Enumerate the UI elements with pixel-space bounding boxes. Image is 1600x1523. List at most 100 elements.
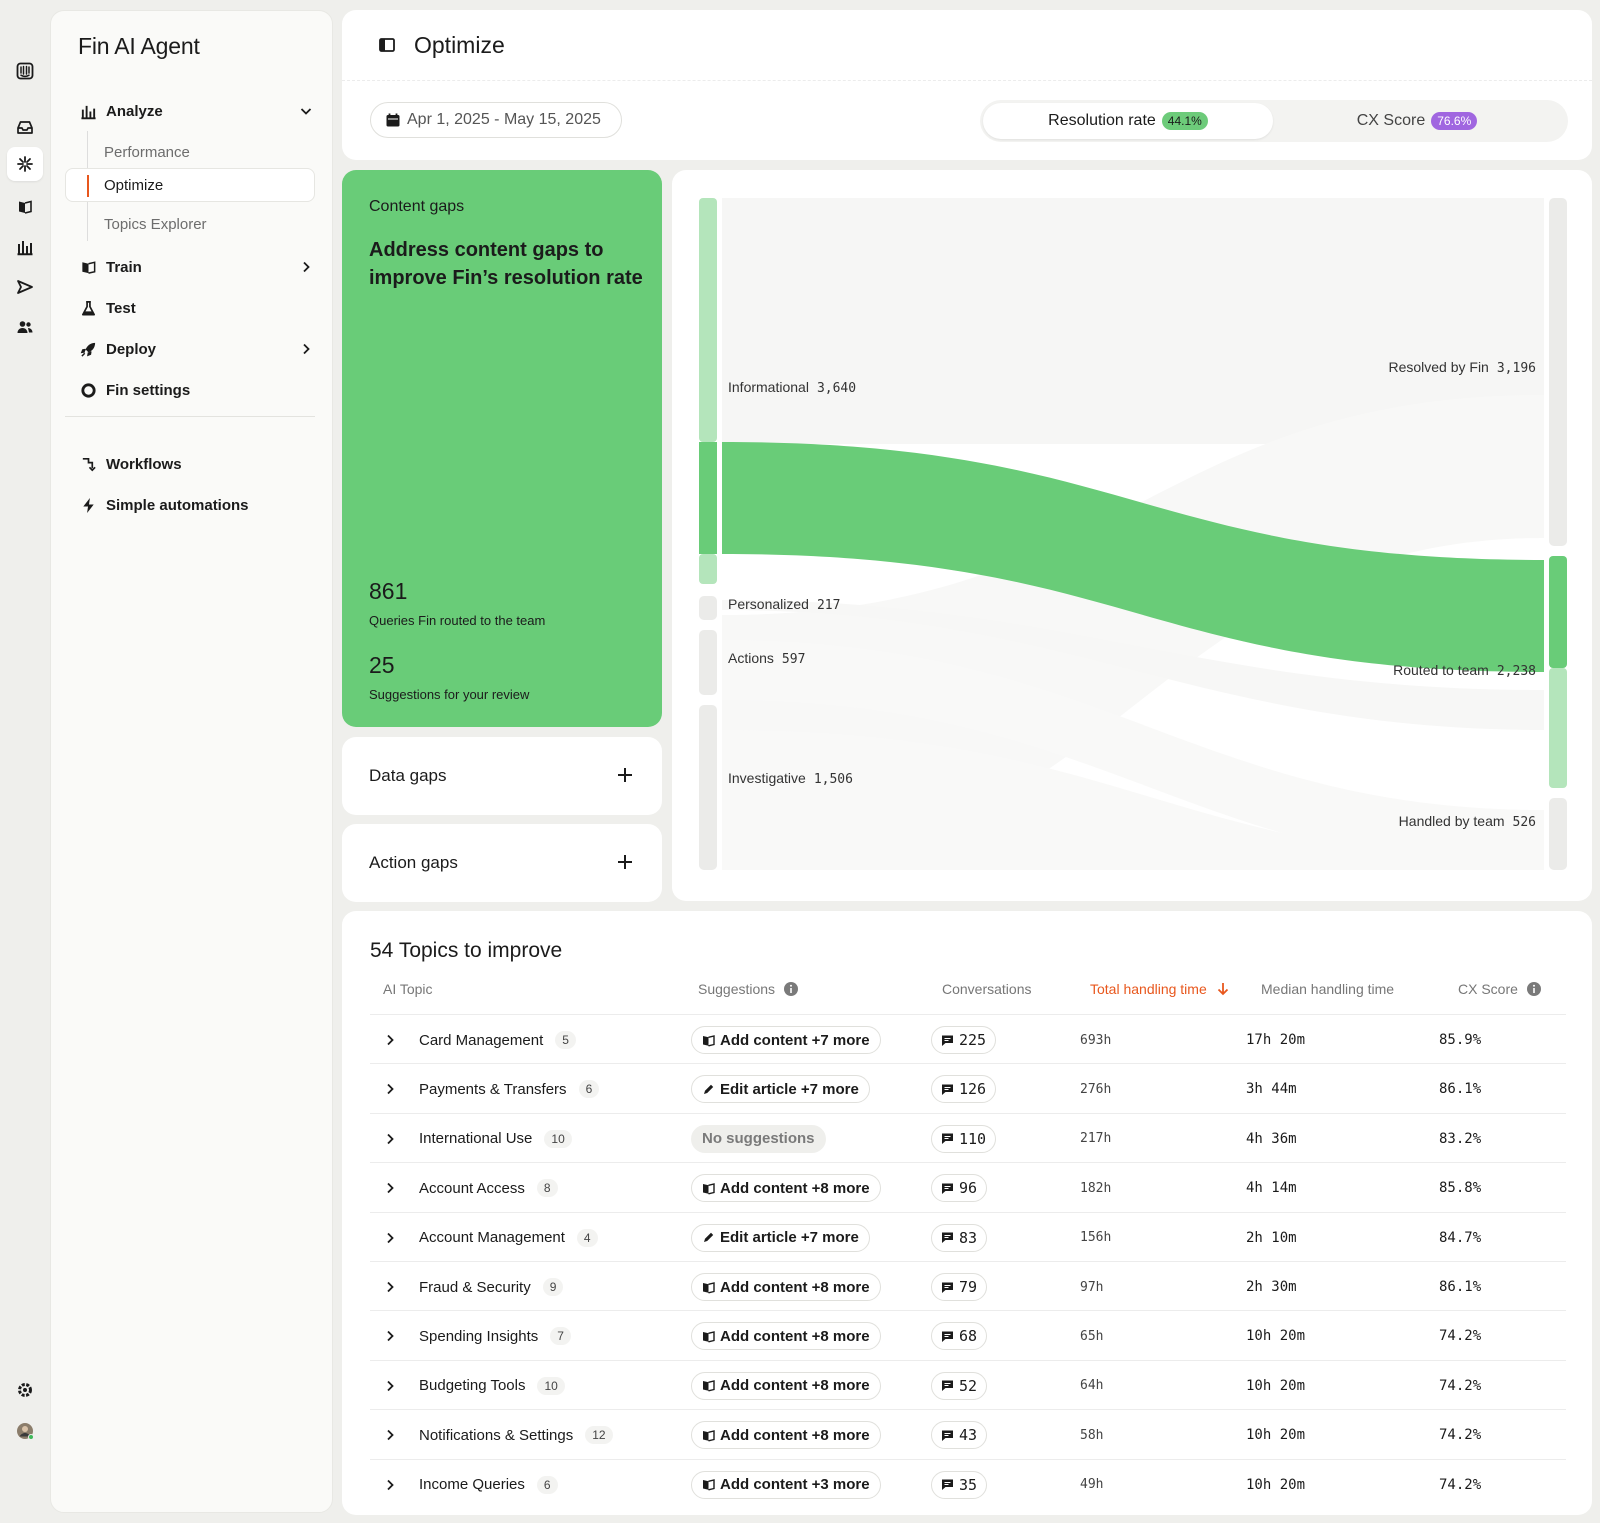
knowledge-book-icon[interactable]: [7, 190, 43, 224]
sankey-label-personalized: Personalized 217: [728, 596, 841, 613]
expand-row-button[interactable]: [382, 1213, 398, 1263]
node-routed-rest: [1549, 668, 1567, 788]
sidebar-item-simple-automations[interactable]: Simple automations: [78, 491, 314, 519]
conversations-button[interactable]: 35: [931, 1470, 988, 1499]
sidebar-item-train[interactable]: Train: [78, 253, 314, 281]
cx-score-tab[interactable]: CX Score 76.6%: [1272, 103, 1562, 139]
expand-row-button[interactable]: [382, 1114, 398, 1164]
sidebar-item-workflows[interactable]: Workflows: [78, 450, 314, 478]
suggestion-button[interactable]: Add content +8 more: [691, 1174, 881, 1203]
cx-score-value: 84.7%: [1439, 1229, 1482, 1246]
chevron-down-icon: [300, 108, 312, 115]
chat-bubble-icon: [942, 1282, 953, 1293]
sidebar-item-label: Test: [106, 299, 136, 317]
conversations-button[interactable]: 43: [931, 1421, 988, 1450]
data-gaps-card[interactable]: Data gaps: [342, 737, 662, 815]
expand-row-button[interactable]: [382, 1460, 398, 1510]
expand-row-button[interactable]: [382, 1064, 398, 1114]
cx-score-label: CX Score: [1356, 112, 1426, 129]
expand-row-button[interactable]: [382, 1262, 398, 1312]
subtopic-count-badge: 8: [536, 1179, 558, 1198]
suggestion-label: Add content +8 more: [720, 1278, 870, 1296]
suggestion-button[interactable]: Edit article +7 more: [691, 1223, 870, 1252]
table-row[interactable]: Account Management 4 Edit article +7 more 8…: [370, 1211, 1566, 1263]
median-handling-time: 4h 14m: [1246, 1180, 1297, 1197]
expand-row-button[interactable]: [382, 1163, 398, 1213]
outbound-send-icon[interactable]: [7, 270, 43, 304]
suggestion-label: Edit article +7 more: [720, 1229, 859, 1247]
table-row[interactable]: Account Access 8 Add content +8 more 96 182h…: [370, 1162, 1566, 1212]
table-row[interactable]: Fraud & Security 9 Add content +8 more 79 97…: [370, 1261, 1566, 1311]
table-row[interactable]: Income Queries 6 Add content +3 more 35 49h 1…: [370, 1458, 1566, 1510]
sidebar-item-label: Workflows: [106, 455, 182, 473]
suggestion-button[interactable]: Add content +8 more: [691, 1371, 881, 1400]
sidebar-item-optimize[interactable]: Optimize: [65, 168, 315, 202]
total-handling-time: 64h: [1080, 1378, 1104, 1394]
action-gaps-card[interactable]: Action gaps: [342, 824, 662, 902]
settings-gear-icon[interactable]: [7, 1373, 43, 1407]
sidebar-item-analyze[interactable]: Analyze: [78, 97, 314, 125]
sidebar-item-deploy[interactable]: Deploy: [78, 335, 314, 363]
table-row[interactable]: Budgeting Tools 10 Add content +8 more 52 64…: [370, 1359, 1566, 1411]
suggestion-button[interactable]: Add content +8 more: [691, 1322, 881, 1351]
conversations-count: 110: [959, 1129, 987, 1148]
info-icon[interactable]: [1526, 981, 1542, 997]
table-row[interactable]: Payments & Transfers 6 Edit article +7 mor…: [370, 1063, 1566, 1113]
conversations-button[interactable]: 110: [931, 1124, 997, 1153]
suggestion-button[interactable]: Add content +8 more: [691, 1273, 881, 1301]
conversations-button[interactable]: 52: [931, 1371, 988, 1400]
conversations-button[interactable]: 225: [931, 1026, 997, 1054]
chevron-right-icon: [387, 1183, 394, 1194]
intercom-logo-icon[interactable]: [7, 54, 43, 88]
suggestion-button[interactable]: Add content +8 more: [691, 1421, 881, 1450]
sidebar-item-test[interactable]: Test: [78, 294, 314, 322]
suggestion-label: Add content +8 more: [720, 1377, 870, 1395]
col-median-handling-time[interactable]: Median handling time: [1261, 981, 1395, 997]
conversations-button[interactable]: 83: [931, 1223, 988, 1252]
conversations-button[interactable]: 96: [931, 1174, 988, 1203]
plus-icon[interactable]: [615, 852, 635, 872]
conversations-button[interactable]: 68: [931, 1322, 988, 1351]
inbox-icon[interactable]: [7, 110, 43, 144]
sankey-label-investigative: Investigative 1,506: [728, 770, 853, 787]
suggestion-button[interactable]: Add content +3 more: [691, 1470, 881, 1499]
expand-row-button[interactable]: [382, 1015, 398, 1065]
table-row[interactable]: Spending Insights 7 Add content +8 more 68 6…: [370, 1310, 1566, 1360]
user-avatar[interactable]: [7, 1414, 43, 1448]
header-divider: [342, 80, 1592, 81]
cx-score-value: 74.2%: [1439, 1328, 1482, 1345]
col-suggestions[interactable]: Suggestions: [698, 981, 799, 997]
col-cx-score[interactable]: CX Score: [1458, 981, 1542, 997]
table-row[interactable]: Notifications & Settings 12 Add content +8…: [370, 1409, 1566, 1459]
expand-row-button[interactable]: [382, 1410, 398, 1460]
col-ai-topic[interactable]: AI Topic: [383, 981, 433, 997]
col-total-handling-time[interactable]: Total handling time: [1090, 981, 1231, 997]
chat-bubble-icon: [942, 1035, 953, 1046]
contacts-icon[interactable]: [7, 310, 43, 344]
conversations-button[interactable]: 79: [931, 1273, 988, 1301]
info-icon[interactable]: [783, 981, 799, 997]
fin-ai-icon[interactable]: [7, 147, 43, 181]
expand-row-button[interactable]: [382, 1361, 398, 1411]
suggestion-button[interactable]: Add content +7 more: [691, 1026, 881, 1054]
table-row[interactable]: Card Management 5 Add content +7 more 225 69…: [370, 1014, 1566, 1064]
expand-row-button[interactable]: [382, 1311, 398, 1361]
sidebar-item-fin-settings[interactable]: Fin settings: [78, 376, 314, 404]
sidebar-item-topics-explorer[interactable]: Topics Explorer: [104, 215, 207, 233]
topic-name: Notifications & Settings 12: [419, 1410, 613, 1460]
book-icon: [78, 257, 98, 277]
page-title: Optimize: [414, 32, 505, 58]
table-row[interactable]: International Use 10 No suggestions 110 217h…: [370, 1112, 1566, 1164]
sidebar-toggle-icon[interactable]: [378, 36, 396, 54]
sidebar-item-label: Simple automations: [106, 496, 249, 514]
reports-icon[interactable]: [7, 230, 43, 264]
suggestion-cell: Add content +8 more: [691, 1262, 881, 1312]
conversations-button[interactable]: 126: [931, 1075, 997, 1104]
resolution-rate-tab[interactable]: Resolution rate 44.1%: [983, 103, 1273, 139]
content-gaps-card[interactable]: Content gaps Address content gaps to imp…: [342, 170, 662, 727]
plus-icon[interactable]: [615, 765, 635, 785]
suggestion-button[interactable]: Edit article +7 more: [691, 1075, 870, 1104]
sidebar-item-performance[interactable]: Performance: [104, 143, 190, 161]
date-range-picker[interactable]: Apr 1, 2025 - May 15, 2025: [370, 102, 622, 138]
col-conversations[interactable]: Conversations: [942, 981, 1032, 997]
